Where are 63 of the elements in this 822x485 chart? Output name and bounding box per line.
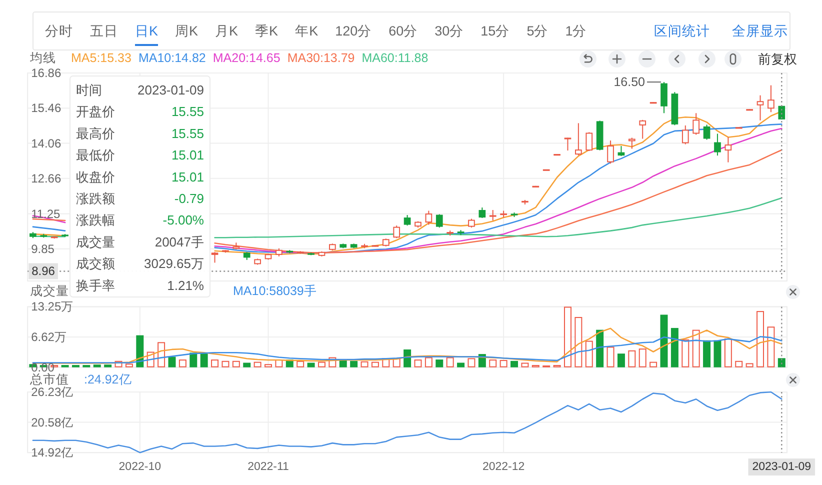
text: MA20:14.65 xyxy=(212,51,280,65)
category-label: 年K xyxy=(295,24,318,38)
y-tick-label: 9.85 xyxy=(31,242,55,256)
category-label: 日K xyxy=(135,24,158,38)
category-label: 周K xyxy=(175,24,198,38)
y-tick-label: 12.66 xyxy=(31,171,62,186)
legend-title: 成交量 xyxy=(30,283,69,298)
y-tick-label: 13.25万 xyxy=(31,300,74,314)
x-tick-label: 2023-01-09 xyxy=(752,461,812,473)
category-label: 五日 xyxy=(90,24,118,38)
category-label: 收盘价 xyxy=(76,169,115,184)
x-tick-label: 2022-11 xyxy=(248,461,289,473)
category-label: 时间 xyxy=(76,82,102,98)
text: 20047手 xyxy=(154,234,204,250)
text: MA10:14.82 xyxy=(138,51,206,65)
y-tick-label: 14.06 xyxy=(31,136,62,150)
category-label: 30分 xyxy=(434,24,464,38)
y-tick-label: 6.62万 xyxy=(31,330,66,344)
category-label: 最低价 xyxy=(76,148,115,163)
category-label: 最高价 xyxy=(76,126,115,141)
text: 3029.65万 xyxy=(144,256,204,272)
category-label: 开盘价 xyxy=(76,104,115,120)
y-tick-label: 11.25 xyxy=(31,206,61,221)
text: 2023-01-09 xyxy=(138,82,204,98)
y-tick-label: 15.46 xyxy=(31,101,62,116)
category-label: 15分 xyxy=(480,24,510,38)
category-label: 成交量 xyxy=(76,234,115,250)
text: 15.01 xyxy=(171,169,204,184)
text: :24.92亿 xyxy=(84,372,132,386)
category-label: 120分 xyxy=(335,24,372,38)
text: 15.55 xyxy=(171,104,204,120)
category-label: 季K xyxy=(255,24,278,38)
text: 区间统计 xyxy=(654,24,710,38)
annotation: 16.50 xyxy=(614,75,646,90)
category-label: 月K xyxy=(215,24,238,38)
x-tick-label: 2022-12 xyxy=(482,461,525,473)
text: 15.01 xyxy=(171,148,204,163)
ref-line-label: 8.96 xyxy=(32,264,56,278)
y-tick-label: 26.23亿 xyxy=(31,385,74,399)
category-label: 涨跌幅 xyxy=(76,212,115,228)
y-tick-label: 14.92亿 xyxy=(31,446,74,460)
category-label: 成交额 xyxy=(76,256,115,272)
text: MA5:15.33 xyxy=(71,51,132,65)
text: MA10:58039手 xyxy=(233,284,317,298)
x-tick-label: 2022-10 xyxy=(118,461,162,473)
category-label: 60分 xyxy=(388,24,418,38)
text: 全屏显示 xyxy=(732,24,788,38)
y-tick-label: 16.86 xyxy=(31,66,62,80)
text: -0.79 xyxy=(174,191,204,206)
legend-title: 总市值 xyxy=(29,372,69,386)
category-label: 换手率 xyxy=(76,278,115,293)
category-label: 5分 xyxy=(526,24,548,38)
category-label: 分时 xyxy=(45,24,73,38)
text: 前复权 xyxy=(758,52,797,66)
text: -5.00% xyxy=(162,212,204,228)
category-label: 涨跌额 xyxy=(76,191,115,206)
text: 15.55 xyxy=(171,126,204,141)
text: MA60:11.88 xyxy=(362,51,428,65)
text: MA30:13.79 xyxy=(287,51,355,65)
category-label: 1分 xyxy=(565,24,587,38)
text: 1.21% xyxy=(167,278,204,293)
legend-title: 均线 xyxy=(29,51,56,65)
y-tick-label: 20.58亿 xyxy=(31,415,74,430)
